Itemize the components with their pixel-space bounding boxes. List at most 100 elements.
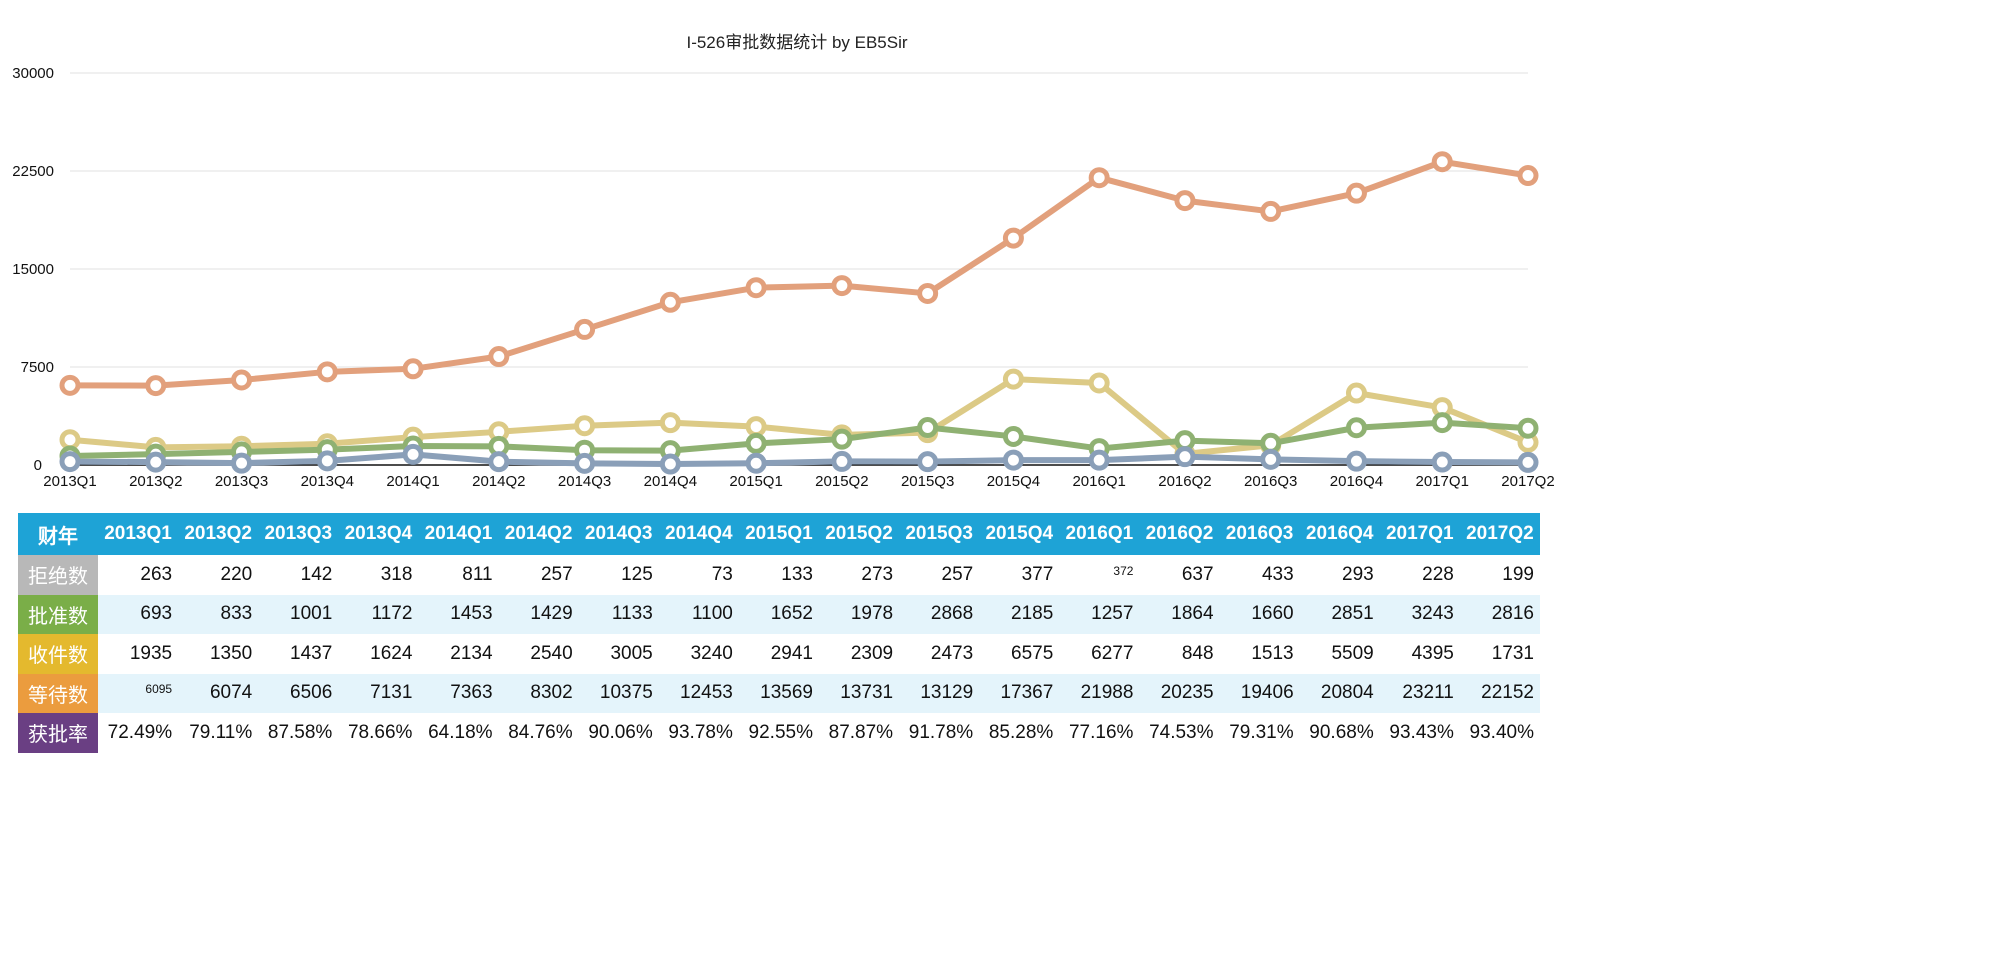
- column-header: 2017Q1: [1379, 513, 1460, 555]
- data-point: [1174, 190, 1196, 212]
- x-tick-label: 2014Q2: [472, 473, 525, 490]
- table-cell: 273: [861, 563, 894, 585]
- table-cell: 1731: [1491, 642, 1534, 664]
- table-cell: 2851: [1299, 594, 1380, 634]
- table-cell: 91.78%: [908, 721, 974, 743]
- data-point: [1260, 448, 1282, 470]
- data-point: [1345, 450, 1367, 472]
- table-cell: 93.40%: [1469, 721, 1534, 743]
- table-cell: 84.76%: [508, 721, 573, 743]
- table-cell: 74.53%: [1149, 721, 1214, 743]
- chart-title: I-526审批数据统计 by EB5Sir: [686, 33, 907, 52]
- table-cell: 1133: [578, 594, 659, 634]
- table-cell: 637: [1181, 563, 1214, 585]
- data-point: [1517, 417, 1539, 439]
- table-cell: 79.11%: [189, 721, 253, 743]
- data-point: [1517, 451, 1539, 473]
- x-tick-label: 2016Q3: [1244, 473, 1297, 490]
- column-header: 2014Q1: [418, 513, 499, 555]
- column-header: 2015Q3: [899, 513, 980, 555]
- table-cell: 372: [1113, 563, 1134, 578]
- data-point: [659, 291, 681, 313]
- column-header: 2013Q3: [258, 513, 339, 555]
- table-cell: 92.55%: [748, 721, 813, 743]
- table-cell: 220: [220, 563, 253, 585]
- table-cell: 20235: [1139, 673, 1220, 713]
- column-header: 2013Q2: [178, 513, 259, 555]
- column-header: 2015Q1: [738, 513, 819, 555]
- table-cell: 257: [941, 563, 974, 585]
- data-point: [831, 428, 853, 450]
- table-cell: 13129: [899, 673, 980, 713]
- row-label: 收件数: [18, 634, 98, 674]
- y-tick-label: 7500: [21, 359, 54, 376]
- column-header: 2016Q3: [1219, 513, 1300, 555]
- table-cell: 6074: [178, 673, 259, 713]
- data-point: [231, 452, 253, 474]
- y-tick-label: 15000: [12, 261, 54, 278]
- table-cell: 79.31%: [1229, 721, 1294, 743]
- data-point: [402, 443, 424, 465]
- x-tick-label: 2016Q2: [1158, 473, 1211, 490]
- table-cell: 93.78%: [668, 721, 733, 743]
- table-cell: 21988: [1059, 673, 1140, 713]
- table-cell: 228: [1422, 563, 1454, 585]
- table-cell: 13569: [738, 673, 819, 713]
- table-cell: 1513: [1251, 642, 1294, 664]
- table-cell: 7131: [338, 673, 419, 713]
- table-row: 批准数 693 833 1001 1172 1453 1429 1133 1100 1652 197…: [18, 594, 1540, 634]
- table-cell: 433: [1261, 563, 1294, 585]
- table-cell: 833: [178, 594, 259, 634]
- data-point: [1174, 446, 1196, 468]
- column-header: 2016Q2: [1139, 513, 1220, 555]
- x-tick-label: 2017Q2: [1501, 473, 1554, 490]
- data-point: [1345, 382, 1367, 404]
- data-point: [1517, 165, 1539, 187]
- column-header: 2015Q2: [818, 513, 900, 555]
- table-cell: 73: [711, 563, 733, 585]
- table-cell: 6095: [98, 673, 179, 713]
- table-cell: 6506: [258, 673, 339, 713]
- table-cell: 1624: [370, 642, 413, 664]
- table-cell: 3240: [690, 642, 733, 664]
- series-line-等待数: [69, 158, 1529, 389]
- table-cell: 1935: [129, 642, 173, 664]
- data-point: [745, 432, 767, 454]
- table-cell: 17367: [979, 673, 1060, 713]
- table-cell: 1429: [498, 594, 579, 634]
- data-point: [488, 451, 510, 473]
- row-label: 批准数: [18, 594, 98, 634]
- table-cell: 87.58%: [267, 721, 333, 743]
- table-cell: 85.28%: [988, 721, 1054, 743]
- data-point: [316, 361, 338, 383]
- data-point: [659, 412, 681, 434]
- row-label: 拒绝数: [18, 555, 98, 595]
- table-cell: 1001: [258, 594, 339, 634]
- table-cell: 811: [462, 563, 493, 585]
- y-tick-label: 30000: [12, 65, 54, 82]
- column-header: 2014Q3: [578, 513, 659, 555]
- table-row: 获批率 72.49% 79.11% 87.58% 78.66% 64.18% 84.76% 9…: [18, 713, 1540, 753]
- table-cell: 848: [1181, 642, 1214, 664]
- x-tick-label: 2016Q4: [1330, 473, 1383, 490]
- table-cell: 2185: [979, 594, 1060, 634]
- table-cell: 1172: [338, 594, 419, 634]
- column-header: 2017Q2: [1459, 513, 1540, 555]
- column-header: 2013Q4: [338, 513, 419, 555]
- x-tick-label: 2014Q3: [558, 473, 611, 490]
- table-cell: 693: [98, 594, 179, 634]
- table-cell: 2473: [930, 642, 974, 664]
- x-tick-label: 2013Q3: [215, 473, 268, 490]
- column-header: 2015Q4: [979, 513, 1060, 555]
- x-tick-label: 2015Q2: [815, 473, 868, 490]
- data-point: [917, 282, 939, 304]
- data-table: 财年 2013Q1 2013Q2 2013Q3 2013Q4 2014Q1 2014Q2 20…: [18, 513, 1540, 753]
- table-cell: 2540: [530, 642, 573, 664]
- table-cell: 125: [621, 563, 653, 585]
- table-cell: 1864: [1139, 594, 1220, 634]
- column-header: 2014Q4: [658, 513, 739, 555]
- data-point: [1431, 151, 1453, 173]
- table-cell: 257: [540, 563, 573, 585]
- table-cell: 1437: [290, 642, 333, 664]
- table-row: 拒绝数 263 220 142 318 811 257 125 73 133 273 257 377 37…: [18, 555, 1540, 595]
